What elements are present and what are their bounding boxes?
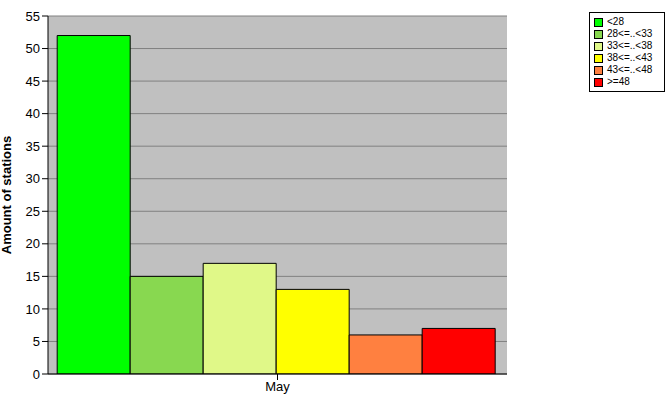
html-text:33<=..<38: 33<=..<38: [607, 40, 653, 51]
svg-text:0: 0: [33, 367, 40, 382]
svg-text:30: 30: [26, 171, 40, 186]
svg-text:10: 10: [26, 302, 40, 317]
svg-text:55: 55: [26, 9, 40, 24]
html-text:>=48: >=48: [607, 76, 630, 87]
html-text:<28: <28: [607, 16, 624, 27]
svg-text:15: 15: [26, 269, 40, 284]
svg-text:25: 25: [26, 204, 40, 219]
svg-text:50: 50: [26, 41, 40, 56]
html-text:28<=..<33: 28<=..<33: [607, 28, 653, 39]
html-text:38<=..<43: 38<=..<43: [607, 52, 653, 63]
svg-text:5: 5: [33, 334, 40, 349]
svg-text:20: 20: [26, 236, 40, 251]
svg-text:45: 45: [26, 74, 40, 89]
svg-text:40: 40: [26, 106, 40, 121]
svg-text:35: 35: [26, 139, 40, 154]
svg-text:Amount of stations: Amount of stations: [8, 136, 14, 254]
html-text:43<=..<48: 43<=..<48: [607, 64, 653, 75]
svg-text:May: May: [265, 379, 290, 394]
